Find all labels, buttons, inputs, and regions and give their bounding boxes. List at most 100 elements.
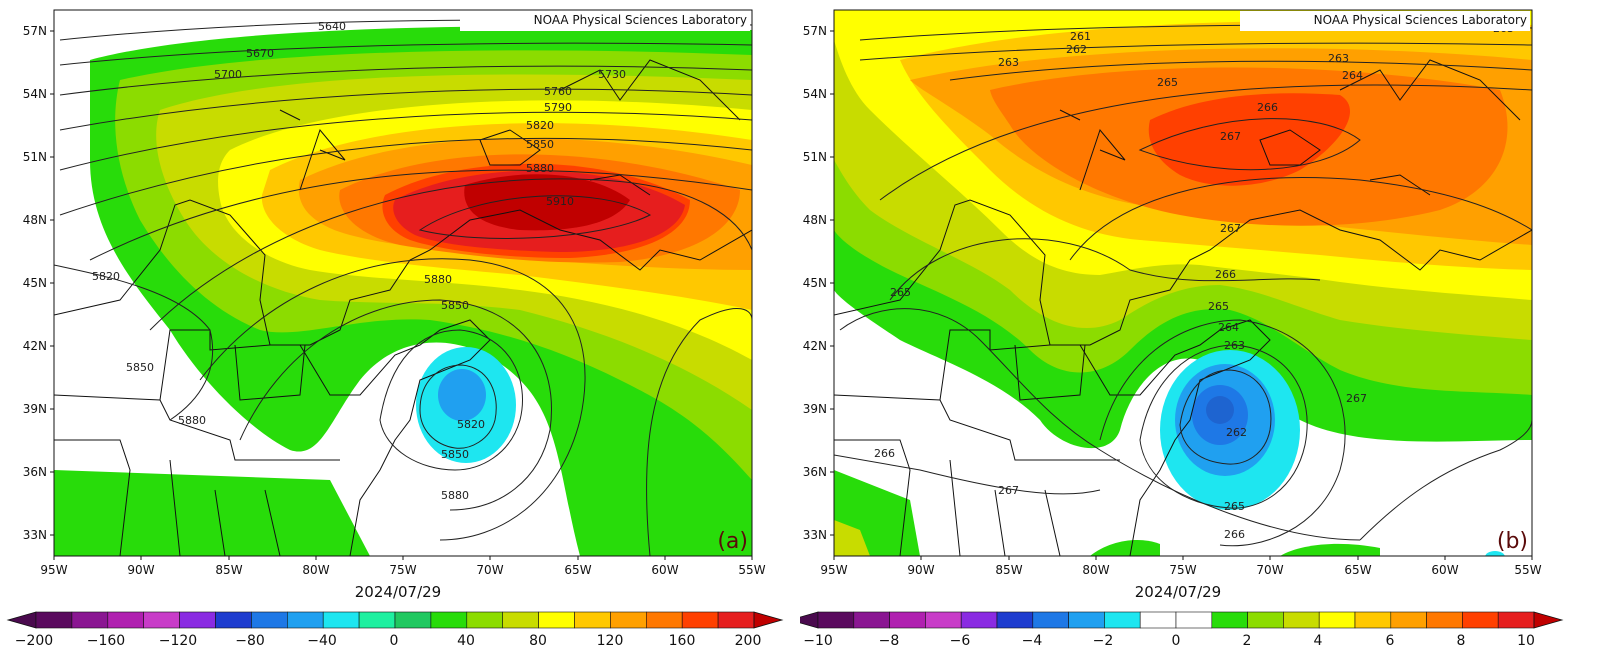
colorbar-tick-label: −4 <box>1022 633 1043 649</box>
lat-tick-label: 45N <box>803 276 827 290</box>
lon-tick-label: 85W <box>995 563 1022 577</box>
colorbar-tick-label: −200 <box>15 633 53 649</box>
colorbar-tick-label: 0 <box>1172 633 1181 649</box>
lat-tick-label: 57N <box>23 24 47 38</box>
colorbar-swatch <box>215 611 252 629</box>
colorbar-tick-label: −160 <box>87 633 125 649</box>
lon-tick-label: 70W <box>476 563 503 577</box>
lat-tick-label: 42N <box>23 339 47 353</box>
map-panel-a: 5640 5670 5700 5730 5760 5790 5820 5850 … <box>0 0 800 664</box>
colorbar-swatch <box>466 611 503 629</box>
panel-label: (b) <box>1497 529 1528 554</box>
lon-axis: 95W 90W 85W 80W 75W 70W 65W 60W 55W <box>820 563 1541 577</box>
attribution-box <box>1240 11 1530 31</box>
contour-label: 5820 <box>457 418 485 431</box>
attribution-box <box>460 11 750 31</box>
colorbar-swatch <box>1426 611 1463 629</box>
contour-label: 266 <box>874 447 895 460</box>
map-a-contours <box>54 19 752 556</box>
map-b-shading <box>834 10 1532 556</box>
contour-label: 265 <box>890 286 911 299</box>
contour-label: 267 <box>1220 222 1241 235</box>
colorbar-tick-label: −40 <box>307 633 337 649</box>
map-panel-b: 261 262 263 263 264 265 266 267 267 266 … <box>788 0 1600 664</box>
colorbar-swatch <box>925 611 962 629</box>
colorbar-arrow-right <box>1533 611 1564 629</box>
colorbar-swatch <box>960 611 998 629</box>
colorbar-swatch <box>610 611 647 629</box>
colorbar-swatch <box>107 611 145 629</box>
colorbar-swatch <box>853 611 890 629</box>
colorbar-swatch <box>1462 611 1499 629</box>
lon-tick-label: 85W <box>215 563 242 577</box>
lon-tick-label: 75W <box>1169 563 1196 577</box>
map-a-coastlines <box>54 59 752 556</box>
contour-label: 262 <box>1066 43 1087 56</box>
lat-axis: 57N 54N 51N 48N 45N 42N 39N 36N 33N <box>803 24 827 542</box>
colorbar-tick-label: 4 <box>1314 633 1323 649</box>
date-label: 2024/07/29 <box>355 583 441 601</box>
lat-tick-label: 48N <box>23 213 47 227</box>
colorbar-tick-label: 200 <box>735 633 762 649</box>
lat-tick-label: 42N <box>803 339 827 353</box>
map-b-coastlines <box>834 59 1532 556</box>
lat-tick-label: 51N <box>23 150 47 164</box>
contour-label: 5880 <box>526 162 554 175</box>
colorbar-swatch <box>179 611 216 629</box>
colorbar-swatch <box>394 611 432 629</box>
lat-tick-label: 54N <box>23 87 47 101</box>
colorbar-tick-label: −8 <box>879 633 900 649</box>
contour-label: 264 <box>1342 69 1363 82</box>
lat-tick-label: 54N <box>803 87 827 101</box>
colorbar-swatch <box>1032 611 1069 629</box>
contour-label: 263 <box>998 56 1019 69</box>
contour-label: 5700 <box>214 68 242 81</box>
colorbar-tick-label: 160 <box>669 633 696 649</box>
lon-tick-label: 60W <box>1431 563 1458 577</box>
map-a-contour-labels: 5640 5670 5700 5730 5760 5790 5820 5850 … <box>92 20 626 502</box>
lon-tick-label: 75W <box>389 563 416 577</box>
contour-label: 5880 <box>441 489 469 502</box>
colorbar-tick-label: 80 <box>529 633 547 649</box>
colorbar-arrow-right <box>753 611 784 629</box>
lon-tick-label: 55W <box>1514 563 1541 577</box>
colorbar-swatch <box>1354 611 1392 629</box>
colorbar-tick-label: 2 <box>1243 633 1252 649</box>
contour-label: 261 <box>1070 30 1091 43</box>
date-label: 2024/07/29 <box>1135 583 1221 601</box>
colorbar-tick-label: 120 <box>597 633 624 649</box>
colorbar-swatch <box>1390 611 1427 629</box>
colorbar-swatch <box>286 611 324 629</box>
colorbar-swatch <box>322 611 360 629</box>
map-b-svg: 261 262 263 263 264 265 266 267 267 266 … <box>788 9 1564 649</box>
contour-label: 5670 <box>246 47 274 60</box>
colorbar-swatch <box>1068 611 1105 629</box>
lat-tick-label: 36N <box>23 465 47 479</box>
colorbar-arrow-left <box>6 611 37 629</box>
contour-label: 267 <box>1220 130 1241 143</box>
contour-label: 267 <box>998 484 1019 497</box>
contour-label: 5850 <box>526 138 554 151</box>
lat-tick-label: 57N <box>803 24 827 38</box>
lon-tick-label: 80W <box>1082 563 1109 577</box>
lat-tick-label: 45N <box>23 276 47 290</box>
colorbar-swatch <box>1139 611 1177 629</box>
colorbar-swatch <box>35 611 73 629</box>
contour-label: 5640 <box>318 20 346 33</box>
lat-tick-label: 39N <box>23 402 47 416</box>
lat-tick-label: 39N <box>803 402 827 416</box>
lat-tick-label: 51N <box>803 150 827 164</box>
colorbar-tick-label: 0 <box>390 633 399 649</box>
colorbar-swatch <box>1247 611 1284 629</box>
contour-label: 263 <box>1328 52 1349 65</box>
colorbar-swatch <box>717 611 755 629</box>
colorbar-swatch <box>251 611 288 629</box>
lon-tick-marks <box>53 556 753 560</box>
lat-tick-label: 33N <box>23 528 47 542</box>
colorbar-tick-label: −10 <box>803 633 833 649</box>
contour-label: 265 <box>1224 500 1245 513</box>
lat-axis: 57N 54N 51N 48N 45N 42N 39N 36N 33N <box>23 24 47 542</box>
lon-tick-label: 95W <box>820 563 847 577</box>
colorbar-swatch <box>645 611 683 629</box>
contour-label: 5760 <box>544 85 572 98</box>
